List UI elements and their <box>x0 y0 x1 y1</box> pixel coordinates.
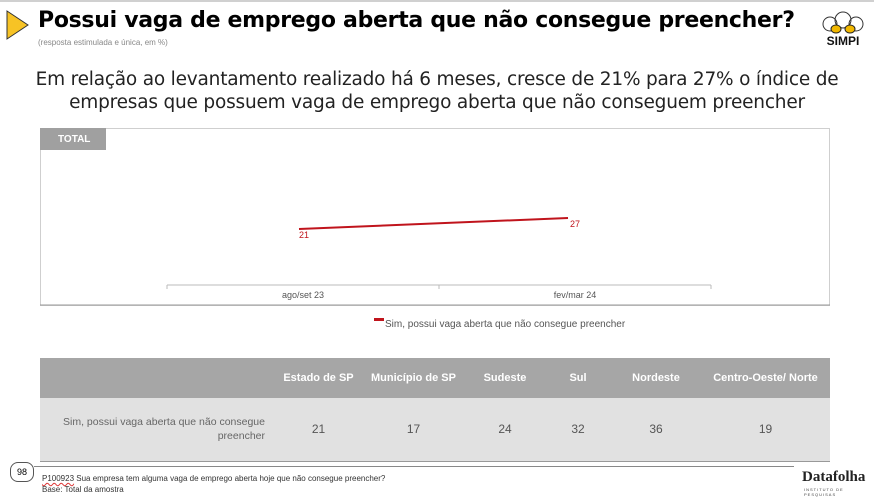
play-triangle-icon <box>6 10 29 40</box>
base-text: Base: Total da amostra <box>42 485 124 494</box>
x-tick-label: ago/set 23 <box>282 290 324 300</box>
question: Sua empresa tem alguma vaga de emprego a… <box>74 474 386 483</box>
table-cell: 19 <box>701 398 830 462</box>
table-header: Estado de SP <box>275 358 362 398</box>
headline: Em relação ao levantamento realizado há … <box>35 69 839 113</box>
table-header-row: Estado de SP Município de SP Sudeste Sul… <box>40 358 830 398</box>
bees-icon <box>822 11 864 34</box>
page-subtitle: (resposta estimulada e única, em %) <box>38 38 168 47</box>
data-label: 21 <box>299 230 309 240</box>
footer-rule <box>34 466 794 467</box>
table-header: Sudeste <box>465 358 545 398</box>
table-cell: 32 <box>545 398 611 462</box>
chart-legend: Sim, possui vaga aberta que não consegue… <box>374 318 625 330</box>
legend-label: Sim, possui vaga aberta que não consegue… <box>385 319 626 330</box>
x-axis: ago/set 23 fev/mar 24 <box>166 284 712 300</box>
legend-swatch <box>374 318 384 321</box>
table-row: Sim, possui vaga aberta que não consegue… <box>40 398 830 462</box>
table-header: Município de SP <box>362 358 465 398</box>
x-tick-label: fev/mar 24 <box>554 290 597 300</box>
simpi-logo: SIMPI <box>818 8 868 48</box>
row-label: Sim, possui vaga aberta que não consegue… <box>40 398 275 462</box>
table-header: Sul <box>545 358 611 398</box>
datafolha-subtitle: INSTITUTO DE PESQUISAS <box>804 487 844 497</box>
series-line <box>298 217 569 230</box>
page-number: 98 <box>10 462 34 482</box>
table-header <box>40 358 275 398</box>
table-cell: 36 <box>611 398 701 462</box>
logo-text: SIMPI <box>826 34 860 48</box>
table-cell: 17 <box>362 398 465 462</box>
panel-label: TOTAL <box>40 128 106 150</box>
top-rule <box>0 0 874 2</box>
table-header: Nordeste <box>611 358 701 398</box>
table-cell: 21 <box>275 398 362 462</box>
table-header: Centro-Oeste/ Norte <box>701 358 830 398</box>
datafolha-logo: Datafolha <box>802 469 866 485</box>
page-title: Possui vaga de emprego aberta que não co… <box>38 8 795 33</box>
question-code: P100923 <box>42 474 75 483</box>
line-chart: ago/set 23 fev/mar 24 21 27 <box>40 217 830 306</box>
table-cell: 24 <box>465 398 545 462</box>
data-label: 27 <box>570 219 580 229</box>
question-text: P100923 Sua empresa tem alguma vaga de e… <box>42 474 385 483</box>
region-table: Estado de SP Município de SP Sudeste Sul… <box>40 358 830 462</box>
